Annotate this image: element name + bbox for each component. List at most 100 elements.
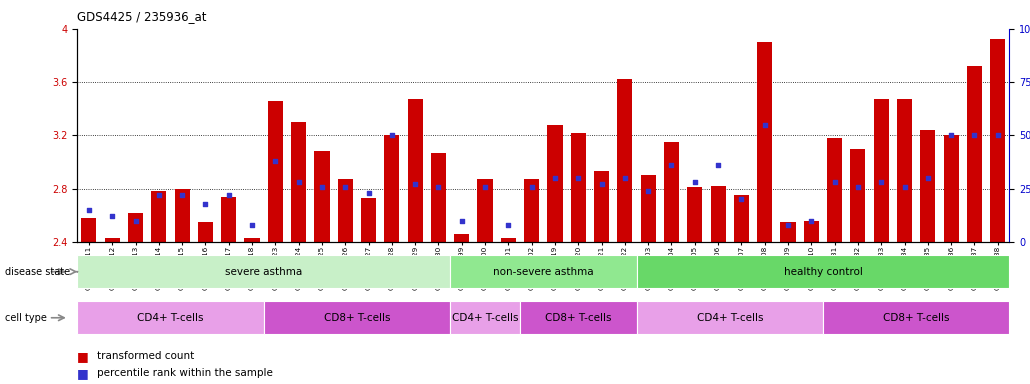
Bar (664, 142, 679, 242)
Point (803, 217, 820, 223)
Text: healthy control: healthy control (784, 266, 862, 277)
Text: ■: ■ (77, 350, 89, 363)
Bar (221, 197, 236, 242)
Point (942, 132, 959, 138)
Bar (384, 135, 400, 242)
Bar (198, 222, 213, 242)
Bar (501, 238, 516, 242)
Bar (151, 191, 167, 242)
Bar (520, 301, 637, 334)
Text: CD8+ T-cells: CD8+ T-cells (545, 313, 612, 323)
Bar (781, 222, 795, 242)
Point (523, 184, 540, 190)
Point (453, 217, 470, 223)
Bar (803, 220, 819, 242)
Text: CD4+ T-cells: CD4+ T-cells (137, 313, 204, 323)
Text: percentile rank within the sample: percentile rank within the sample (97, 368, 273, 378)
Point (431, 184, 447, 190)
Point (687, 179, 703, 185)
Text: severe asthma: severe asthma (225, 266, 303, 277)
Bar (77, 255, 450, 288)
Point (663, 162, 680, 168)
Point (267, 158, 283, 164)
Point (873, 179, 890, 185)
Point (220, 192, 237, 198)
Bar (478, 179, 492, 242)
Point (383, 132, 400, 138)
Point (710, 162, 726, 168)
Bar (920, 130, 935, 242)
Bar (128, 213, 143, 242)
Bar (450, 301, 520, 334)
Bar (524, 179, 540, 242)
Point (501, 222, 517, 228)
Point (593, 181, 610, 187)
Point (850, 184, 866, 190)
Bar (314, 151, 330, 242)
Bar (454, 234, 470, 242)
Bar (174, 189, 190, 242)
Point (617, 175, 633, 181)
Point (547, 175, 563, 181)
Bar (264, 301, 450, 334)
Point (896, 184, 913, 190)
Point (477, 184, 493, 190)
Bar (360, 198, 376, 242)
Point (314, 184, 331, 190)
Bar (431, 153, 446, 242)
Bar (943, 135, 959, 242)
Point (966, 132, 983, 138)
Text: CD4+ T-cells: CD4+ T-cells (452, 313, 518, 323)
Point (733, 196, 750, 202)
Bar (77, 301, 264, 334)
Bar (105, 238, 119, 242)
Text: CD8+ T-cells: CD8+ T-cells (883, 313, 950, 323)
Point (80, 207, 97, 213)
Bar (291, 122, 306, 242)
Point (826, 179, 843, 185)
Bar (733, 195, 749, 242)
Bar (637, 255, 1009, 288)
Bar (897, 99, 913, 242)
Bar (687, 187, 702, 242)
Point (174, 192, 191, 198)
Text: ■: ■ (77, 367, 89, 380)
Bar (637, 301, 823, 334)
Bar (823, 301, 1009, 334)
Point (780, 222, 796, 228)
Bar (757, 42, 772, 242)
Bar (711, 186, 726, 242)
Text: cell type: cell type (5, 313, 47, 323)
Bar (547, 125, 562, 242)
Bar (851, 149, 865, 242)
Point (104, 213, 121, 219)
Bar (594, 171, 609, 242)
Bar (967, 66, 982, 242)
Bar (827, 138, 843, 242)
Bar (617, 79, 632, 242)
Point (244, 222, 261, 228)
Bar (408, 99, 422, 242)
Point (360, 190, 377, 196)
Bar (268, 101, 283, 242)
Text: CD4+ T-cells: CD4+ T-cells (696, 313, 763, 323)
Bar (990, 40, 1005, 242)
Text: non-severe asthma: non-severe asthma (493, 266, 593, 277)
Point (920, 175, 936, 181)
Text: GDS4425 / 235936_at: GDS4425 / 235936_at (77, 10, 207, 23)
Point (756, 122, 772, 128)
Point (990, 132, 1006, 138)
Point (290, 179, 307, 185)
Point (150, 192, 167, 198)
Bar (450, 255, 637, 288)
Point (197, 200, 213, 207)
Point (570, 175, 586, 181)
Point (128, 217, 144, 223)
Text: CD8+ T-cells: CD8+ T-cells (323, 313, 390, 323)
Bar (641, 175, 656, 242)
Bar (338, 179, 353, 242)
Bar (571, 133, 586, 242)
Bar (244, 238, 260, 242)
Text: disease state: disease state (5, 267, 70, 277)
Point (407, 181, 423, 187)
